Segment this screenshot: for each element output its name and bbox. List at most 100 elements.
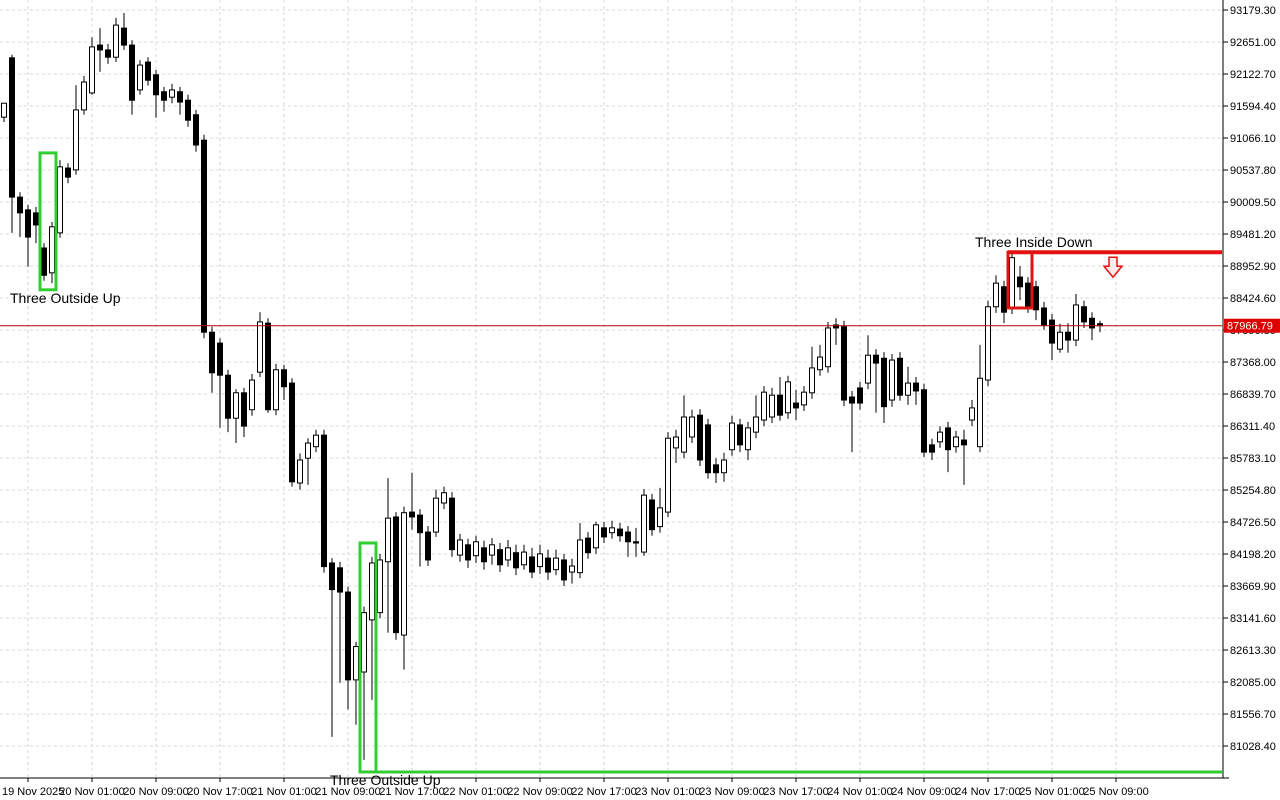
- candle-body-bull: [977, 377, 983, 448]
- candle-body-bear: [145, 61, 151, 81]
- time-axis-label: 21 Nov 09:00: [315, 786, 380, 798]
- candle-body-bear: [161, 91, 167, 101]
- time-axis-label: 20 Nov 09:00: [123, 786, 188, 798]
- candle-body-bear: [33, 212, 39, 226]
- candle-body-bear: [1049, 319, 1055, 344]
- candle: [193, 109, 199, 152]
- candle: [937, 426, 943, 448]
- candle-body-bull: [473, 541, 479, 557]
- candle: [857, 381, 863, 410]
- candle: [177, 86, 183, 115]
- time-axis-label: 25 Nov 01:00: [1019, 786, 1084, 798]
- candle-body-bear: [121, 27, 127, 46]
- pattern-box[interactable]: [1006, 250, 1034, 310]
- candle-body-bear: [1017, 276, 1023, 288]
- candle-body-bear: [337, 567, 343, 593]
- candle: [473, 535, 479, 563]
- candle: [985, 300, 991, 387]
- candle: [665, 432, 671, 517]
- candle-body-bear: [201, 139, 207, 333]
- candle: [425, 526, 431, 567]
- time-axis-label: 24 Nov 17:00: [955, 786, 1020, 798]
- pattern-three-inside-down[interactable]: [1006, 250, 1222, 310]
- candle: [793, 389, 799, 421]
- candle: [697, 409, 703, 467]
- candle: [1033, 280, 1039, 321]
- candle: [241, 387, 247, 437]
- candle: [41, 243, 47, 281]
- candle: [713, 458, 719, 484]
- candle-body-bull: [169, 89, 175, 98]
- candle: [729, 415, 735, 456]
- candle: [313, 429, 319, 453]
- candle: [593, 521, 599, 554]
- candle-body-bull: [761, 391, 767, 421]
- time-axis-label: 24 Nov 01:00: [827, 786, 892, 798]
- candle-body-bull: [673, 436, 679, 449]
- candle-body-bear: [241, 392, 247, 427]
- candle-body-bull: [441, 492, 447, 504]
- candle: [401, 506, 407, 670]
- candle-body-bear: [25, 209, 31, 238]
- candle-body-bear: [153, 74, 159, 96]
- candle-body-bull: [273, 369, 279, 411]
- candle: [1073, 294, 1079, 347]
- candle-body-bull: [1009, 257, 1015, 309]
- price-axis-label: 85783.10: [1230, 453, 1276, 465]
- candle-body-bull: [297, 459, 303, 484]
- candle: [201, 134, 207, 339]
- time-axis-label: 20 Nov 01:00: [59, 786, 124, 798]
- candle: [449, 492, 455, 557]
- candle: [633, 527, 639, 557]
- candle: [441, 486, 447, 510]
- candle: [929, 438, 935, 461]
- candle-body-bear: [209, 331, 215, 374]
- candle-body-bull: [537, 553, 543, 568]
- candle: [257, 312, 263, 378]
- candle: [865, 335, 871, 390]
- candle-body-bear: [185, 99, 191, 121]
- candle: [465, 538, 471, 568]
- candle: [881, 352, 887, 424]
- candle-body-bear: [193, 114, 199, 146]
- candle: [433, 489, 439, 537]
- candle: [721, 452, 727, 482]
- candle: [321, 429, 327, 573]
- candle-body-bear: [881, 357, 887, 408]
- candle: [1, 102, 7, 123]
- pattern-label-text: Three Outside Up: [10, 290, 121, 306]
- time-axis-label: 20 Nov 17:00: [187, 786, 252, 798]
- candle-body-bull: [521, 551, 527, 566]
- candle-body-bull: [825, 327, 831, 368]
- candle-body-bull: [433, 497, 439, 533]
- pattern-three-outside-up[interactable]: [358, 541, 1222, 774]
- candle-body-bear: [601, 527, 607, 538]
- time-axis-label: 22 Nov 09:00: [507, 786, 572, 798]
- candle: [1017, 266, 1023, 301]
- candle: [977, 344, 983, 453]
- pattern-box[interactable]: [358, 541, 378, 774]
- candle-body-bear: [833, 324, 839, 329]
- price-axis-label: 88424.60: [1230, 293, 1276, 305]
- candle-body-bear: [289, 382, 295, 483]
- candle: [969, 400, 975, 427]
- candle: [153, 69, 159, 118]
- pattern-three-outside-up[interactable]: [38, 151, 58, 292]
- candle: [481, 540, 487, 570]
- candle-body-bear: [1081, 306, 1087, 323]
- price-axis-label: 89481.20: [1230, 229, 1276, 241]
- candle: [305, 438, 311, 485]
- candle-body-bull: [233, 392, 239, 419]
- price-axis-label: 88952.90: [1230, 261, 1276, 273]
- candle: [281, 364, 287, 401]
- candle: [505, 539, 511, 567]
- price-axis-label: 87368.00: [1230, 357, 1276, 369]
- candle: [769, 387, 775, 424]
- pattern-box[interactable]: [38, 151, 58, 292]
- candle-body-bull: [865, 354, 871, 384]
- candle-body-bear: [529, 556, 535, 573]
- candle-body-bull: [577, 539, 583, 574]
